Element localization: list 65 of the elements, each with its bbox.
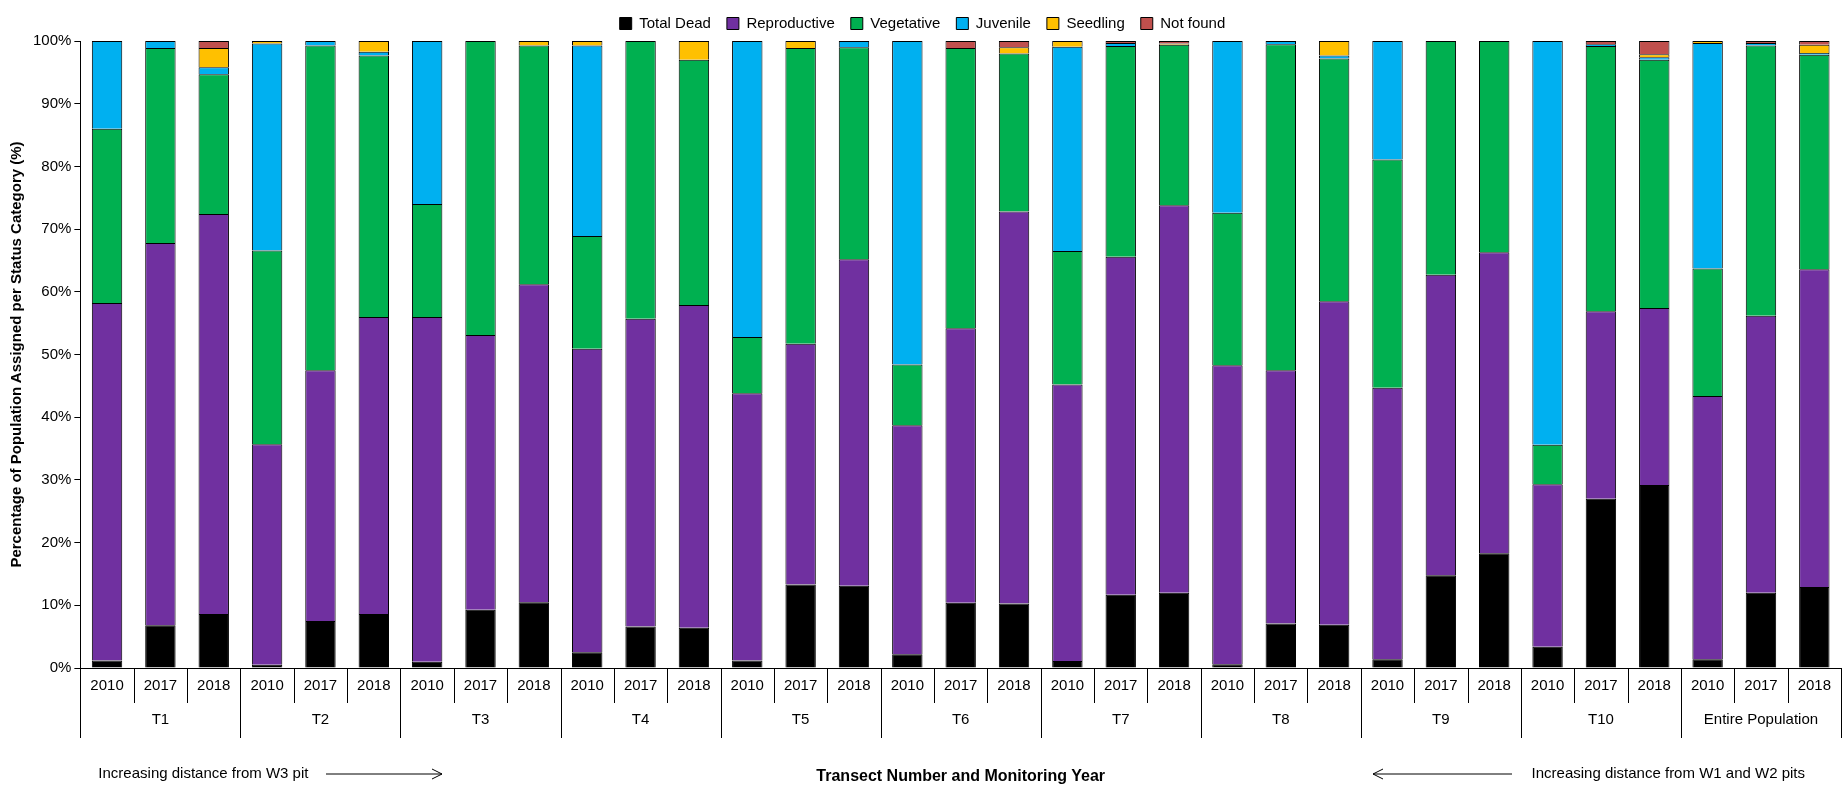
x-tick-label: 2017 [943, 676, 978, 694]
y-axis-title: Percentage of Population Assigned per Status Category (%) [7, 141, 25, 568]
x-tick-label: 2018 [837, 676, 871, 694]
y-tick-label: 100% [32, 31, 72, 49]
x-tick-label: 2017 [1264, 676, 1298, 694]
text: T7 [1111, 710, 1130, 728]
legend-label: Juvenile [975, 13, 1031, 31]
legend-label: Reproductive [746, 13, 835, 31]
x-tick-label: 2018 [517, 676, 551, 694]
x-tick-label: 2018 [1317, 676, 1351, 694]
text: T5 [791, 710, 810, 728]
y-tick-label: 90% [41, 93, 72, 111]
x-tick-label: 2010 [1690, 676, 1725, 694]
x-tick-label: 2017 [463, 676, 498, 694]
text: T6 [951, 710, 970, 728]
y-tick-label: 40% [41, 407, 72, 425]
legend-label: Total Dead [639, 13, 711, 31]
x-tick-label: 2018 [357, 676, 391, 694]
x-tick-label: 2017 [1424, 676, 1458, 694]
y-tick-label: 80% [41, 156, 72, 174]
x-tick-label: 2018 [197, 676, 231, 694]
legend-label: Not found [1160, 13, 1226, 31]
x-tick-label: 2017 [623, 676, 658, 694]
text: T8 [1272, 710, 1290, 728]
text: T9 [1432, 710, 1450, 728]
x-tick-label: 2010 [890, 676, 925, 694]
x-tick-label: 2010 [410, 676, 444, 694]
x-tick-label: 2017 [143, 676, 178, 694]
x-tick-label: 2017 [1744, 676, 1778, 694]
x-tick-label: 2018 [1797, 676, 1832, 694]
legend-label: Vegetative [870, 13, 941, 31]
x-tick-label: 2010 [1210, 676, 1245, 694]
text: Increasing distance from W1 and W2 pits [1531, 764, 1805, 782]
x-tick-label: 2010 [570, 676, 604, 694]
x-tick-label: 2010 [1530, 676, 1565, 694]
x-tick-label: 2017 [303, 676, 338, 694]
x-tick-label: 2018 [997, 676, 1031, 694]
legend-label: Seedling [1066, 13, 1125, 31]
x-tick-label: 2010 [1050, 676, 1085, 694]
x-tick-label: 2018 [677, 676, 711, 694]
y-tick-label: 20% [41, 532, 72, 550]
text: Increasing distance from W3 pit [98, 764, 310, 782]
x-tick-label: 2010 [250, 676, 284, 694]
x-tick-label: 2018 [1637, 676, 1671, 694]
y-tick-label: 70% [41, 219, 72, 237]
y-tick-label: 10% [41, 595, 72, 613]
text: Entire Population [1703, 710, 1819, 728]
x-tick-label: 2017 [783, 676, 818, 694]
y-tick-label: 30% [41, 470, 72, 488]
text: T2 [311, 710, 330, 728]
x-tick-label: 2018 [1157, 676, 1191, 694]
x-tick-label: 2018 [1477, 676, 1511, 694]
x-tick-label: 2010 [1370, 676, 1405, 694]
text: T1 [151, 710, 170, 728]
x-axis-title: Transect Number and Monitoring Year [816, 767, 1106, 785]
y-tick-label: 0% [49, 658, 72, 676]
x-tick-label: 2017 [1584, 676, 1618, 694]
y-tick-label: 60% [41, 281, 72, 299]
x-tick-label: 2017 [1104, 676, 1138, 694]
x-tick-label: 2010 [90, 676, 124, 694]
text: T10 [1587, 710, 1614, 728]
text: T3 [471, 710, 490, 728]
y-tick-label: 50% [41, 344, 72, 362]
x-tick-label: 2010 [730, 676, 764, 694]
text: T4 [631, 710, 650, 728]
